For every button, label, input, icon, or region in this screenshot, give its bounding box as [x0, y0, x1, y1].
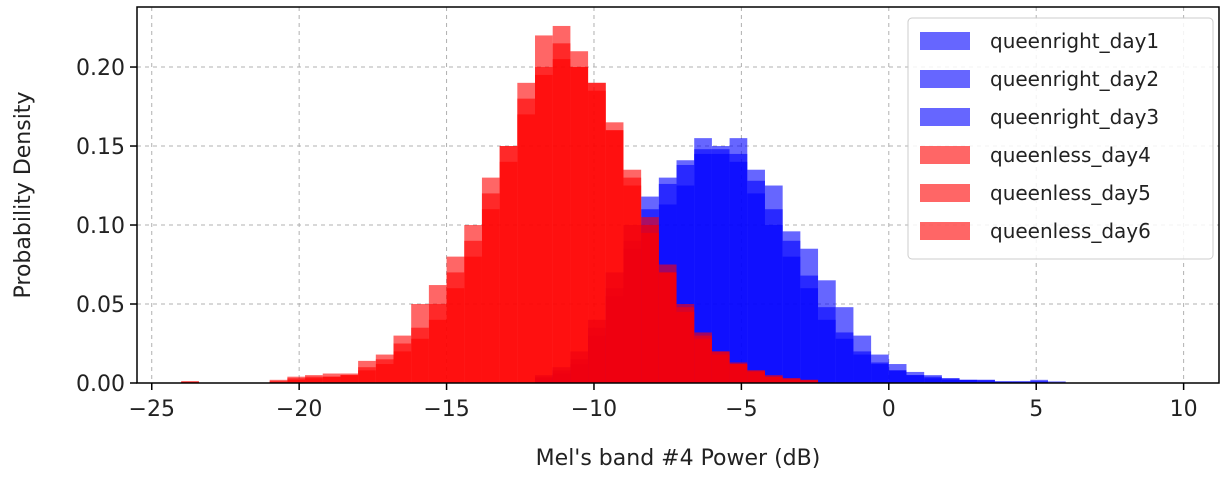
histogram-bar: [641, 232, 659, 383]
histogram-bar: [818, 280, 836, 383]
legend-label: queenright_day2: [990, 67, 1159, 91]
histogram-bar: [481, 177, 500, 383]
histogram-bar: [711, 153, 730, 383]
histogram-bar: [605, 130, 624, 383]
legend-label: queenright_day1: [990, 29, 1159, 53]
histogram-bar: [871, 354, 889, 383]
histogram-bar: [729, 138, 748, 383]
y-tick-label: 0.00: [76, 372, 125, 397]
histogram-bar: [570, 67, 589, 383]
histogram-bar: [552, 25, 571, 384]
histogram-bar: [305, 375, 323, 383]
histogram-bar: [694, 138, 712, 383]
histogram-bar: [358, 360, 376, 383]
x-tick-label: −5: [725, 397, 757, 422]
x-tick-label: 5: [1029, 397, 1043, 422]
bars-layer: [181, 25, 1066, 384]
legend: queenright_day1 queenright_day2 queenright…: [907, 17, 1214, 260]
histogram-bar: [977, 379, 995, 383]
histogram-bar: [464, 225, 482, 383]
histogram-bar: [340, 373, 359, 383]
legend-swatch: [920, 146, 970, 164]
histogram-bar: [800, 381, 819, 383]
histogram-bar: [906, 371, 925, 383]
histogram-bar: [888, 364, 907, 383]
histogram-bar: [764, 185, 783, 383]
histogram-bar: [835, 307, 854, 383]
legend-swatch: [920, 184, 970, 202]
histogram-bar: [994, 381, 1013, 383]
histogram-bar: [181, 381, 199, 383]
y-tick-label: 0.20: [76, 56, 125, 81]
y-axis-label: Probability Density: [11, 92, 36, 299]
histogram-bar: [747, 169, 765, 383]
histogram-bar: [411, 304, 429, 383]
histogram-bar: [782, 231, 801, 383]
histogram-bar: [428, 285, 447, 383]
legend-label: queenless_day4: [990, 143, 1151, 167]
plot-frame: [136, 6, 1220, 384]
histogram-bar: [535, 35, 553, 383]
x-axis: −25 −20 −15 −10 −5 0 5 10: [129, 383, 1198, 422]
histogram-bar: [588, 90, 606, 384]
histogram-bar: [322, 373, 341, 383]
legend-label: queenless_day6: [990, 219, 1151, 243]
legend-swatch: [920, 32, 970, 50]
histogram-bar: [1012, 381, 1031, 383]
legend-swatch: [920, 108, 970, 126]
histogram-bar: [517, 82, 536, 383]
histogram-bar: [694, 338, 712, 383]
x-tick-label: −15: [423, 397, 469, 422]
histogram-bar: [853, 335, 872, 383]
histogram-bar: [623, 185, 642, 383]
y-tick-label: 0.10: [76, 214, 125, 239]
y-axis: 0.00 0.05 0.10 0.15 0.20: [76, 56, 137, 397]
legend-swatch: [920, 222, 970, 240]
histogram-bar: [782, 379, 801, 383]
legend-label: queenright_day3: [990, 105, 1159, 129]
x-tick-label: −25: [129, 397, 175, 422]
series-queenless_day6: [181, 25, 819, 384]
x-axis-label: Mel's band #4 Power (dB): [536, 446, 821, 471]
histogram-bar: [375, 354, 394, 383]
histogram-bar: [1030, 379, 1049, 383]
histogram-bar: [499, 146, 518, 383]
histogram-bar: [658, 272, 677, 383]
histogram-bar: [764, 376, 783, 383]
histogram-bar: [269, 379, 288, 383]
x-tick-label: 10: [1170, 397, 1198, 422]
histogram-bar: [941, 378, 960, 383]
x-tick-label: 0: [882, 397, 896, 422]
histogram-bar: [446, 256, 465, 383]
legend-swatch: [920, 70, 970, 88]
y-tick-label: 0.05: [76, 293, 125, 318]
histogram-bar: [729, 364, 748, 383]
legend-label: queenless_day5: [990, 181, 1151, 205]
histogram-bar: [747, 371, 765, 383]
y-tick-label: 0.15: [76, 135, 125, 160]
histogram-bar: [676, 311, 695, 383]
x-tick-label: −20: [276, 397, 322, 422]
histogram-bar: [924, 375, 942, 383]
x-tick-label: −10: [571, 397, 617, 422]
histogram-bar: [959, 379, 978, 383]
histogram-bar: [287, 376, 306, 383]
legend-frame: [907, 17, 1214, 260]
histogram-bar: [1048, 381, 1066, 383]
histogram-bar: [711, 354, 730, 383]
histogram-bar: [800, 248, 819, 383]
histogram-bar: [393, 335, 412, 383]
